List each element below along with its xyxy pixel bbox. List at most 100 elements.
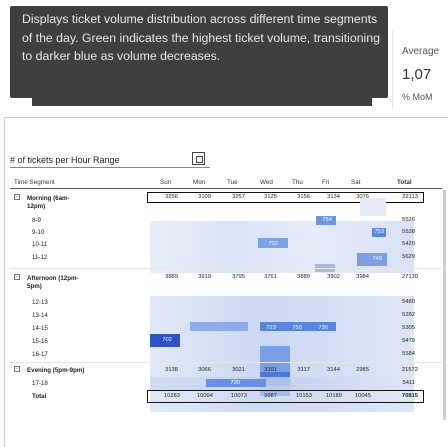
cell-total[interactable]: 5479: [402, 338, 415, 344]
cell-value[interactable]: 3021: [232, 367, 245, 373]
title-underline: [10, 167, 210, 168]
hour-label: 11-12: [32, 254, 48, 261]
header-divider: [10, 188, 442, 189]
cell-grand-total[interactable]: 9987: [264, 393, 277, 399]
cell-total[interactable]: 5584: [402, 351, 415, 357]
cell-value[interactable]: 3880: [297, 274, 310, 280]
cell-value[interactable]: 723: [266, 325, 276, 331]
cell-total[interactable]: 5480: [402, 299, 415, 305]
cell-value[interactable]: 754: [322, 217, 332, 223]
vertical-scrollbar[interactable]: [443, 190, 446, 420]
heatmap-cell: [190, 322, 248, 331]
cell-value[interactable]: 732: [268, 241, 278, 247]
cell-value[interactable]: 3919: [198, 274, 211, 280]
cell-value[interactable]: 750: [292, 325, 302, 331]
hour-label: 10-11: [32, 241, 48, 248]
cell-grand-total[interactable]: 10283: [163, 393, 180, 399]
header-fri[interactable]: Fri: [322, 179, 330, 186]
cell-grand-total[interactable]: 10073: [230, 393, 247, 399]
tooltip: Displays ticket volume distribution acro…: [10, 6, 388, 98]
row-divider: [10, 362, 442, 363]
kpi-value: 1,07: [402, 66, 432, 83]
cell-total[interactable]: 21572: [401, 367, 418, 373]
group-label-evening: Evening (5pm-9pm): [27, 367, 85, 374]
group-label-afternoon: Afternoon (12pm-: [27, 275, 79, 282]
cell-value[interactable]: 3889: [165, 274, 178, 280]
cell-value[interactable]: 730: [230, 380, 240, 386]
cell-total[interactable]: 5411: [402, 380, 415, 386]
cell-value[interactable]: 3066: [198, 367, 211, 373]
total-label: Total: [32, 393, 47, 400]
heatmap-cell: [360, 198, 386, 216]
heatmap-cell: [150, 334, 180, 347]
heatmap-cell: [260, 346, 290, 372]
heatmap-cell: [206, 379, 266, 387]
group-label-afternoon-cont: 5pm): [27, 283, 42, 290]
header-wed[interactable]: Wed: [260, 179, 273, 186]
collapse-icon[interactable]: −: [14, 274, 20, 280]
cell-value[interactable]: 3134: [327, 194, 340, 200]
cell-value[interactable]: 702: [162, 337, 172, 343]
focus-mode-icon[interactable]: [192, 152, 205, 165]
group-label-morning-cont: 12pm): [27, 203, 46, 210]
cell-value[interactable]: 3795: [232, 274, 245, 280]
cell-value[interactable]: 2985: [356, 367, 369, 373]
cell-value[interactable]: 3117: [297, 367, 310, 373]
cell-total[interactable]: 5526: [402, 217, 415, 223]
cell-total[interactable]: 27130: [401, 274, 418, 280]
cell-grand-total[interactable]: 10045: [354, 393, 371, 399]
cell-value[interactable]: 3144: [327, 367, 340, 373]
kpi-label: Average: [402, 46, 440, 57]
header-sun[interactable]: Sun: [160, 179, 172, 186]
tooltip-tail: [32, 98, 372, 106]
hour-label: 14-15: [32, 325, 48, 332]
hour-label: 16-17: [32, 351, 48, 358]
cell-total[interactable]: 5305: [402, 325, 415, 331]
cell-grand-total[interactable]: 10153: [295, 393, 312, 399]
cell-total[interactable]: 5282: [402, 312, 415, 318]
cell-grand-total[interactable]: 10180: [325, 393, 342, 399]
cell-value[interactable]: 3256: [165, 194, 178, 200]
heatmap-cell: [260, 386, 290, 396]
cell-value[interactable]: 3761: [264, 274, 277, 280]
cell-total[interactable]: 5629: [402, 254, 415, 260]
hour-label: 8-9: [32, 217, 41, 224]
hour-label: 13-14: [32, 312, 48, 319]
heatmap-cell: [372, 228, 386, 237]
cell-grand-total[interactable]: 10094: [196, 393, 213, 399]
cell-total[interactable]: 22113: [402, 194, 418, 200]
hour-label: 9-10: [32, 229, 45, 236]
cell-value[interactable]: 3125: [264, 194, 277, 200]
cell-value[interactable]: 3257: [232, 194, 245, 200]
visual-title: # of tickets per Hour Range: [10, 155, 120, 165]
cell-value[interactable]: 753: [374, 229, 384, 235]
cell-value[interactable]: 736: [318, 325, 328, 331]
cell-grand-total[interactable]: 70815: [401, 393, 418, 399]
matrix-visual[interactable]: [4, 117, 448, 447]
header-time-segment[interactable]: Time Segment: [14, 179, 55, 186]
header-tue[interactable]: Tue: [227, 179, 238, 186]
cell-value[interactable]: 3138: [165, 367, 178, 373]
cell-value[interactable]: 3156: [297, 194, 310, 200]
heatmap-cell: [316, 216, 336, 225]
hour-label: 15-16: [32, 338, 48, 345]
cell-value[interactable]: 3101: [264, 367, 277, 373]
header-total[interactable]: Total: [397, 179, 412, 186]
cell-total[interactable]: 5420: [402, 241, 415, 247]
header-mon[interactable]: Mon: [193, 179, 206, 186]
cell-value[interactable]: 3076: [356, 194, 369, 200]
cell-value[interactable]: 749: [372, 256, 382, 262]
cell-value[interactable]: 3109: [198, 194, 211, 200]
cell-value[interactable]: 3984: [356, 274, 369, 280]
heatmap-cell: [260, 322, 336, 331]
cell-total[interactable]: 5538: [402, 229, 415, 235]
collapse-icon[interactable]: −: [14, 194, 20, 200]
header-sat[interactable]: Sat: [351, 179, 361, 186]
selection-outline: [147, 390, 424, 403]
cell-value[interactable]: 3902: [327, 274, 340, 280]
header-thu[interactable]: Thu: [292, 179, 303, 186]
collapse-icon[interactable]: −: [14, 366, 20, 372]
kpi-card[interactable]: [392, 30, 448, 110]
heatmap-cell: [357, 253, 387, 266]
